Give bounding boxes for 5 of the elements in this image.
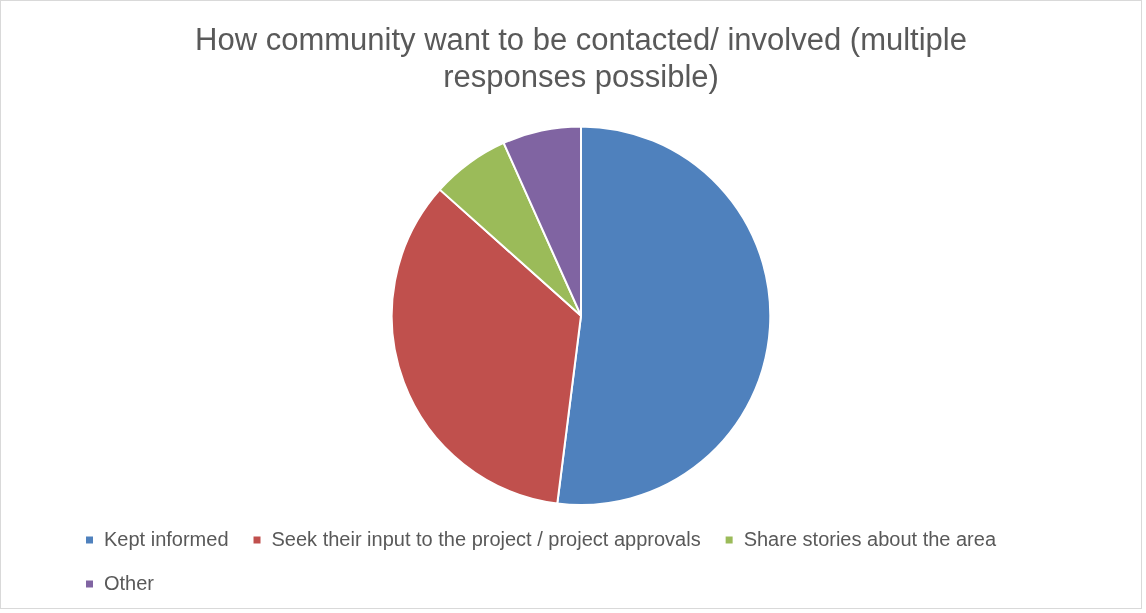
chart-title: How community want to be contacted/ involved (multiple responses possible)	[195, 22, 967, 95]
legend-label: Kept informed	[104, 527, 229, 550]
legend-label: Share stories about the area	[743, 527, 997, 550]
legend-label: Seek their input to the project / project approvals	[271, 527, 701, 550]
legend-label: Other	[104, 571, 155, 594]
